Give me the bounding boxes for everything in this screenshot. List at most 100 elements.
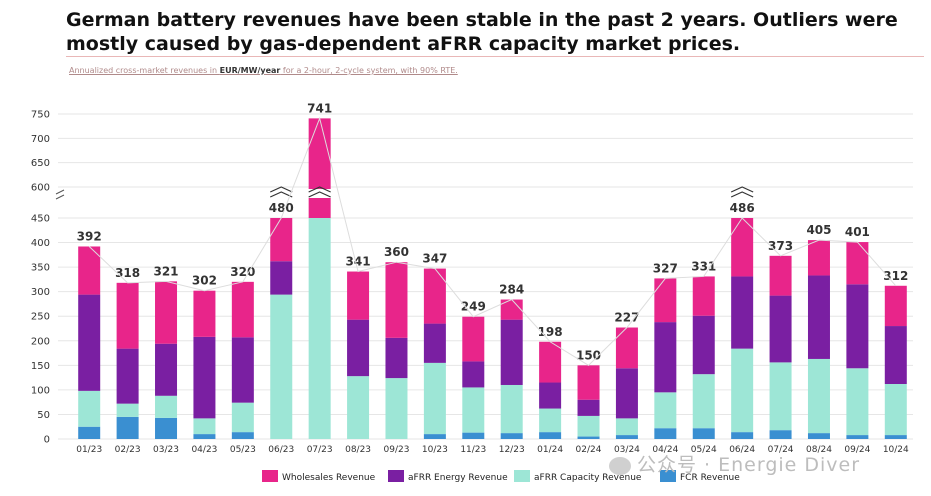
bar-segment-wholesales-revenue — [500, 299, 523, 320]
bar-segment-fcr-revenue — [731, 432, 754, 439]
bar-segment-wholesales-revenue — [78, 246, 101, 295]
bar-segment-afrr-energy-revenue — [78, 294, 101, 391]
bar-total-label: 327 — [653, 261, 678, 275]
bar-total-label: 741 — [307, 101, 332, 115]
y-tick-label: 50 — [37, 410, 50, 421]
bar-total-label: 405 — [806, 223, 831, 237]
bar-segment-afrr-capacity-revenue — [615, 418, 638, 436]
bar-total-label: 373 — [768, 239, 793, 253]
bar-segment-fcr-revenue — [155, 417, 178, 439]
legend-label: aFRR Energy Revenue — [408, 473, 508, 483]
legend-swatch — [262, 470, 278, 482]
bar-break-mark — [308, 186, 331, 193]
x-tick-label: 07/23 — [307, 445, 333, 455]
bar-break-mark — [730, 191, 754, 198]
bar-segment-afrr-capacity-revenue — [500, 384, 523, 434]
bar-segment-afrr-energy-revenue — [423, 323, 446, 363]
trend-connector-line — [88, 116, 897, 366]
bar-segment-afrr-energy-revenue — [539, 382, 562, 409]
bar-segment-fcr-revenue — [577, 436, 600, 439]
y-tick-label: 750 — [31, 110, 50, 121]
legend-label: Wholesales Revenue — [282, 473, 376, 483]
axis-break-mark — [55, 194, 65, 200]
bar-segment-afrr-energy-revenue — [769, 295, 792, 363]
bar-segment-wholesales-revenue — [155, 281, 178, 344]
bar-segment-wholesales-revenue — [615, 327, 638, 369]
chart-subtitle: Annualized cross-market revenues in EUR/… — [69, 66, 458, 75]
bar-total-label: 360 — [384, 245, 409, 259]
bar-total-label: 341 — [346, 255, 371, 269]
bar-segment-fcr-revenue — [500, 433, 523, 439]
bar-segment-afrr-energy-revenue — [193, 336, 216, 419]
x-tick-label: 05/23 — [230, 445, 256, 455]
bar-segment-fcr-revenue — [78, 426, 101, 439]
bar-break-gap — [307, 189, 332, 198]
x-tick-label: 09/23 — [384, 445, 410, 455]
bar-total-label: 401 — [845, 225, 870, 239]
bar-segment-fcr-revenue — [884, 435, 907, 439]
bar-segment-afrr-capacity-revenue — [385, 378, 408, 439]
x-tick-label: 05/24 — [691, 445, 717, 455]
bar-break-gap — [730, 189, 755, 198]
title-underline — [66, 56, 924, 57]
bar-segment-afrr-capacity-revenue — [270, 294, 293, 439]
bar-segment-afrr-capacity-revenue — [769, 362, 792, 431]
bar-break-gap — [269, 189, 294, 198]
bar-total-label: 480 — [269, 201, 294, 215]
chart-title: German battery revenues have been stable… — [66, 9, 898, 55]
legend-swatch — [660, 470, 676, 482]
bar-segment-fcr-revenue — [539, 432, 562, 439]
bar-segment-afrr-capacity-revenue — [155, 395, 178, 418]
legend-swatch — [514, 470, 530, 482]
bar-segment-afrr-energy-revenue — [500, 319, 523, 385]
bar-segment-wholesales-revenue — [769, 255, 792, 296]
x-tick-label: 08/24 — [806, 445, 832, 455]
bar-total-label: 331 — [691, 259, 716, 273]
bar-break-mark — [730, 186, 754, 193]
bar-total-label: 392 — [77, 229, 102, 243]
bar-segment-wholesales-revenue — [385, 262, 408, 338]
bar-segment-wholesales-revenue — [462, 316, 485, 362]
y-tick-label: 400 — [31, 238, 50, 249]
x-tick-label: 03/24 — [614, 445, 640, 455]
bar-segment-wholesales-revenue — [731, 218, 754, 277]
bar-segment-fcr-revenue — [193, 434, 216, 439]
x-tick-label: 10/23 — [422, 445, 448, 455]
x-tick-label: 12/23 — [499, 445, 525, 455]
bar-segment-wholesales-revenue — [846, 242, 869, 285]
bar-segment-afrr-capacity-revenue — [692, 374, 715, 429]
bar-segment-fcr-revenue — [231, 432, 254, 439]
bar-segment-fcr-revenue — [769, 430, 792, 439]
bar-segment-afrr-capacity-revenue — [846, 368, 869, 436]
wechat-icon — [609, 456, 631, 475]
x-tick-label: 04/24 — [652, 445, 678, 455]
legend-label: aFRR Capacity Revenue — [534, 473, 642, 483]
bar-segment-wholesales-revenue — [116, 282, 139, 349]
y-tick-label: 450 — [31, 214, 50, 225]
x-tick-label: 02/24 — [576, 445, 602, 455]
subtitle-suffix: for a 2-hour, 2-cycle system, with 90% R… — [280, 66, 458, 75]
watermark-text: 公众号 · Energie Diver — [637, 454, 861, 476]
x-tick-label: 06/24 — [729, 445, 755, 455]
bar-segment-afrr-energy-revenue — [692, 315, 715, 375]
bar-segment-afrr-energy-revenue — [347, 319, 370, 377]
bar-total-label: 486 — [730, 201, 755, 215]
bar-segment-fcr-revenue — [846, 435, 869, 439]
bar-segment-fcr-revenue — [462, 432, 485, 439]
bar-segment-afrr-capacity-revenue — [462, 387, 485, 433]
bar-total-label: 249 — [461, 300, 486, 314]
bar-break-mark — [270, 186, 293, 193]
bar-segment-afrr-capacity-revenue — [308, 218, 331, 439]
bar-segment-afrr-capacity-revenue — [539, 408, 562, 433]
bar-segment-wholesales-revenue — [347, 271, 370, 320]
bar-segment-wholesales-revenue — [231, 281, 254, 338]
bar-segment-afrr-energy-revenue — [654, 322, 677, 393]
bar-segment-wholesales-revenue — [692, 276, 715, 316]
bar-segment-afrr-energy-revenue — [116, 348, 139, 404]
bar-total-label: 320 — [230, 265, 255, 279]
bar-segment-afrr-energy-revenue — [577, 399, 600, 416]
bar-segment-fcr-revenue — [423, 434, 446, 439]
bar-segment-afrr-capacity-revenue — [193, 418, 216, 435]
legend-label: FCR Revenue — [680, 473, 740, 483]
